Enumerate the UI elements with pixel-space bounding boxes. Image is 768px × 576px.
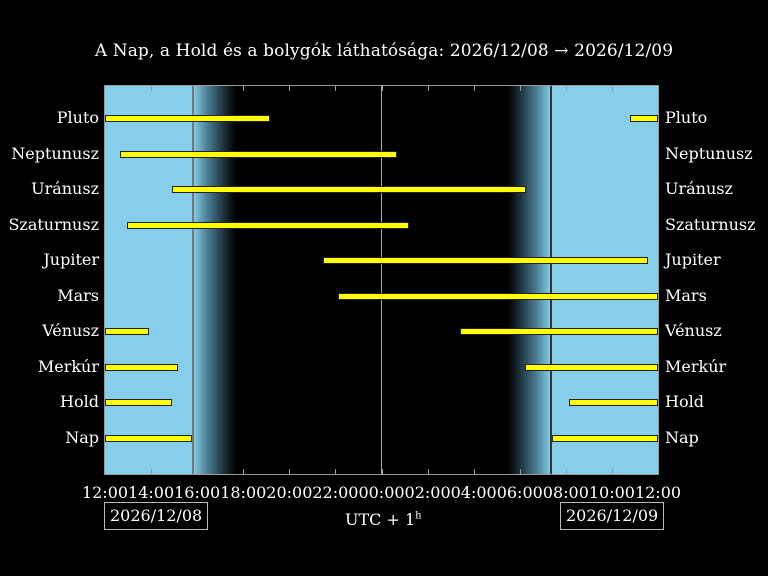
row-label-right: Szaturnusz (665, 215, 756, 234)
x-tick-bottom (335, 469, 337, 474)
visibility-bar (127, 222, 409, 229)
x-tick-bottom (473, 469, 475, 474)
timezone-main: UTC + 1 (345, 510, 416, 529)
x-tick-label: 12:00 (81, 483, 129, 502)
x-tick-label: 14:00 (128, 483, 175, 502)
x-tick-top (611, 86, 613, 91)
row-label-left: Vénusz (42, 321, 99, 340)
x-tick-top (519, 86, 521, 91)
visibility-bar (630, 115, 658, 122)
visibility-bar (120, 151, 397, 158)
x-tick-label: 18:00 (220, 483, 267, 502)
x-tick-label: 04:00 (450, 483, 497, 502)
visibility-bar (552, 435, 658, 442)
x-tick-label: 12:00 (634, 483, 682, 502)
x-tick-top (565, 86, 567, 91)
visibility-bar (338, 293, 658, 300)
row-label-right: Mars (665, 286, 707, 305)
row-label-left: Nap (65, 428, 99, 447)
visibility-bar (105, 115, 270, 122)
row-label-left: Hold (60, 392, 99, 411)
day-region-evening (105, 86, 193, 474)
x-tick-label: 06:00 (496, 483, 543, 502)
x-tick-top (427, 86, 429, 91)
x-tick-bottom (243, 469, 245, 474)
visibility-bar (460, 328, 658, 335)
x-tick-bottom (197, 469, 199, 474)
chart-title: A Nap, a Hold és a bolygók láthatósága: … (94, 41, 674, 61)
row-label-right: Neptunusz (665, 144, 753, 163)
x-tick-label: 20:00 (266, 483, 313, 502)
x-tick-top (289, 86, 291, 91)
x-tick-bottom (381, 469, 383, 474)
timezone-sup: h (415, 510, 422, 522)
x-tick-label: 22:00 (312, 483, 359, 502)
visibility-bar (525, 364, 658, 371)
dawn-gradient (508, 86, 551, 474)
visibility-bar (172, 186, 526, 193)
row-label-right: Merkúr (665, 357, 727, 376)
row-label-left: Neptunusz (11, 144, 99, 163)
row-label-left: Merkúr (37, 357, 99, 376)
timezone-label: UTC + 1h (345, 510, 422, 529)
row-label-right: Nap (665, 428, 699, 447)
start-date-label: 2026/12/08 (104, 502, 209, 530)
row-label-left: Uránusz (31, 179, 99, 198)
x-tick-top (151, 86, 153, 91)
x-tick-top (335, 86, 337, 91)
dusk-gradient (193, 86, 236, 474)
x-tick-top (197, 86, 199, 91)
row-label-right: Pluto (665, 108, 708, 127)
visibility-bar (105, 435, 192, 442)
x-tick-label: 10:00 (588, 483, 635, 502)
row-label-left: Szaturnusz (8, 215, 99, 234)
row-label-right: Jupiter (665, 250, 721, 269)
x-tick-top (243, 86, 245, 91)
visibility-bar (105, 364, 178, 371)
x-tick-top (381, 86, 383, 91)
x-tick-bottom (427, 469, 429, 474)
x-tick-bottom (151, 469, 153, 474)
visibility-bar (105, 328, 149, 335)
visibility-bar (323, 257, 648, 264)
row-label-right: Hold (665, 392, 704, 411)
sunset-line (192, 86, 194, 474)
midnight-line (381, 86, 382, 474)
row-label-left: Jupiter (43, 250, 99, 269)
row-label-right: Uránusz (665, 179, 733, 198)
x-tick-bottom (565, 469, 567, 474)
x-tick-bottom (519, 469, 521, 474)
visibility-bar (105, 399, 172, 406)
end-date-label: 2026/12/09 (560, 502, 665, 530)
row-label-right: Vénusz (665, 321, 722, 340)
sunrise-line (550, 86, 552, 474)
x-tick-label: 08:00 (542, 483, 589, 502)
row-label-left: Pluto (56, 108, 99, 127)
day-region-morning (551, 86, 658, 474)
row-label-left: Mars (57, 286, 99, 305)
x-tick-bottom (611, 469, 613, 474)
plot-area (105, 86, 658, 474)
x-tick-bottom (289, 469, 291, 474)
visibility-bar (569, 399, 658, 406)
x-tick-label: 02:00 (404, 483, 451, 502)
x-tick-top (473, 86, 475, 91)
x-tick-label: 16:00 (174, 483, 221, 502)
x-tick-label: 00:00 (358, 483, 405, 502)
